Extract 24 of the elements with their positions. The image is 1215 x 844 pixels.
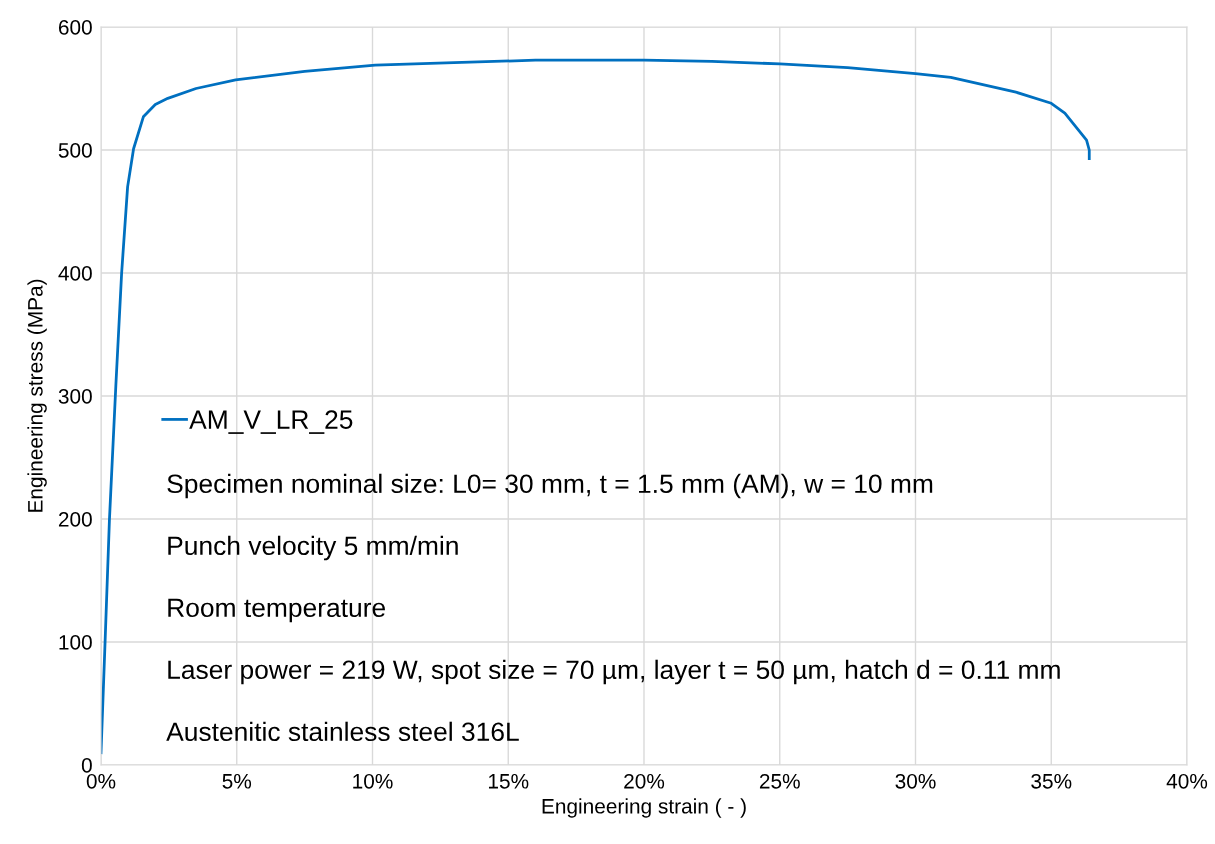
annotation: Laser power = 219 W, spot size = 70 µm, layer t = 50 µm, hatch d = 0.11 mm <box>168 659 1060 685</box>
y-tick-label: 600 <box>58 20 92 35</box>
annotation: Punch velocity 5 mm/min <box>168 535 458 561</box>
annotation: Room temperature <box>168 598 385 623</box>
x-tick-label: 15% <box>488 773 529 789</box>
y-tick-label: 300 <box>58 389 92 404</box>
y-tick-label: 400 <box>58 266 92 281</box>
y-tick-label: 100 <box>59 635 92 650</box>
legend-label: AM_V_LR_25 <box>189 410 353 434</box>
x-tick-label: 10% <box>353 773 393 789</box>
x-axis-title: Engineering strain ( - ) <box>542 798 746 818</box>
y-axis-title: Engineering stress (MPa) <box>27 279 47 512</box>
y-tick-label: 500 <box>58 143 92 158</box>
y-tick-label: 200 <box>58 512 92 527</box>
annotation: Specimen nominal size: L0= 30 mm, t = 1.5 mm (AM), w = 10 mm <box>167 473 933 499</box>
x-tick-label: 5% <box>222 773 252 789</box>
y-tick-label: 0 <box>81 758 92 773</box>
x-tick-label: 20% <box>624 773 665 789</box>
x-tick-label: 25% <box>759 773 800 789</box>
x-tick-label: 30% <box>895 773 936 789</box>
annotation: Austenitic stainless steel 316L <box>166 721 519 742</box>
x-tick-label: 40% <box>1166 773 1208 789</box>
x-tick-label: 0% <box>86 773 116 789</box>
x-tick-label: 35% <box>1031 773 1072 789</box>
